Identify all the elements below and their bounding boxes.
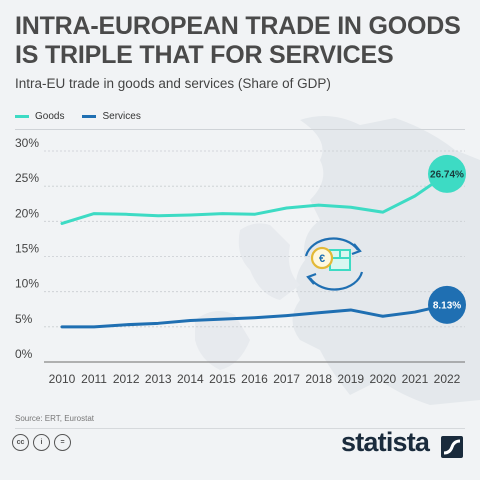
- x-tick-label: 2012: [113, 372, 140, 386]
- legend-divider: [15, 129, 465, 130]
- y-tick-label: 15%: [15, 242, 39, 256]
- x-tick-label: 2021: [402, 372, 429, 386]
- chart-title: INTRA-EUROPEAN TRADE IN GOODS IS TRIPLE …: [15, 12, 465, 70]
- end-label-bubble: [428, 154, 466, 193]
- title-line-2: IS TRIPLE THAT FOR SERVICES: [15, 41, 394, 69]
- x-tick-label: 2020: [369, 372, 396, 386]
- y-tick-label: 20%: [15, 206, 39, 220]
- statista-logo-text[interactable]: statista: [341, 427, 430, 457]
- x-tick-label: 2014: [177, 372, 204, 386]
- license-icons: cc i =: [12, 434, 71, 451]
- series-line-services: [60, 303, 449, 329]
- y-tick-label: 10%: [15, 277, 39, 291]
- data-label: 8.13%: [433, 300, 461, 311]
- y-tick-label: 5%: [15, 312, 33, 326]
- x-tick-label: 2019: [337, 372, 364, 386]
- legend-swatch-services: [82, 115, 97, 118]
- legend-label-goods: Goods: [35, 111, 65, 122]
- no-derivatives-icon[interactable]: =: [54, 434, 71, 451]
- legend-label-services: Services: [102, 111, 141, 122]
- attribution-icon[interactable]: i: [33, 434, 50, 451]
- title-line-1: INTRA-EUROPEAN TRADE IN GOODS: [15, 12, 461, 40]
- x-tick-label: 2015: [209, 372, 236, 386]
- x-tick-label: 2013: [145, 372, 172, 386]
- y-tick-label: 30%: [15, 136, 39, 150]
- legend-swatch-goods: [15, 115, 29, 118]
- end-label-bubble: [428, 285, 466, 324]
- x-tick-label: 2022: [434, 372, 461, 386]
- x-tick-label: 2018: [305, 372, 332, 386]
- legend-item-goods: Goods: [15, 111, 64, 122]
- x-tick-label: 2010: [49, 372, 76, 386]
- footer-divider: [15, 428, 465, 429]
- source-note: Source: ERT, Eurostat: [15, 414, 94, 423]
- statista-logo-icon[interactable]: [441, 436, 463, 458]
- x-tick-label: 2017: [273, 372, 300, 386]
- svg-text:€: €: [319, 253, 325, 265]
- y-tick-label: 25%: [15, 171, 39, 185]
- legend: Goods Services: [15, 111, 159, 122]
- series-line-goods: [60, 172, 449, 225]
- data-label: 26.74%: [430, 169, 464, 180]
- cc-license-icon[interactable]: cc: [12, 434, 29, 451]
- x-tick-label: 2016: [241, 372, 268, 386]
- chart-subtitle: Intra-EU trade in goods and services (Sh…: [15, 76, 331, 91]
- trade-exchange-icon: €: [304, 237, 364, 291]
- y-tick-label: 0%: [15, 347, 33, 361]
- x-tick-label: 2011: [81, 372, 107, 386]
- legend-item-services: Services: [82, 111, 141, 122]
